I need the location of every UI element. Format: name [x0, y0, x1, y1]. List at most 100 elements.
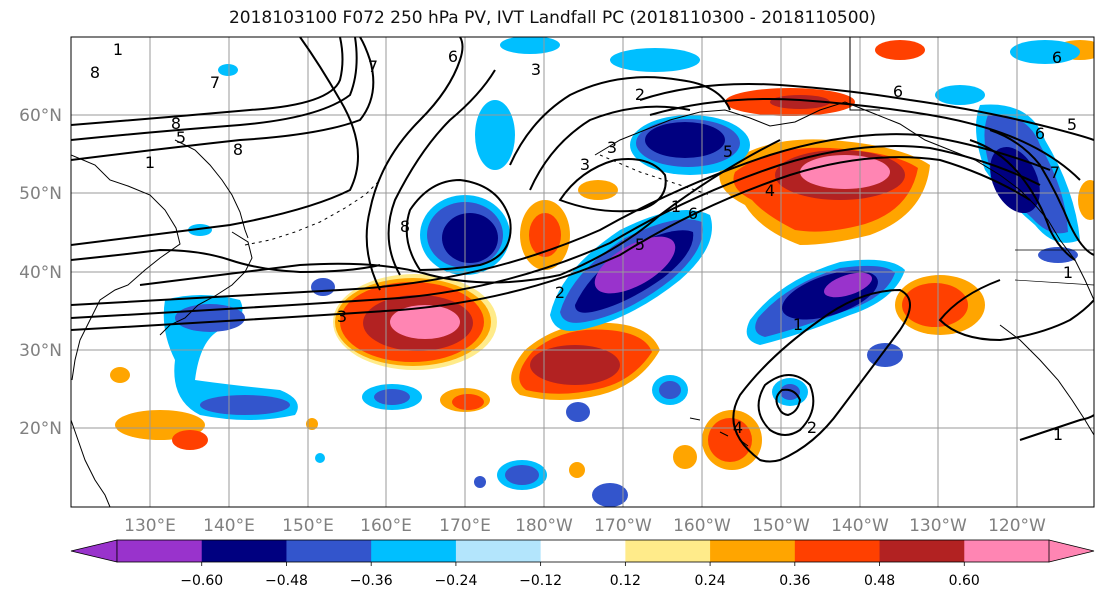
longitude-tick-label: 150°W	[752, 516, 810, 536]
longitude-tick-label: 130°W	[909, 516, 967, 536]
aleutian-islands	[599, 154, 711, 196]
colorbar-ticks: −0.60 −0.48 −0.36 −0.24 −0.12 0.12 0.24 0.36 0.4…	[180, 562, 980, 589]
contour-line	[71, 37, 358, 141]
longitude-tick-label: 140°E	[203, 516, 255, 536]
alaska-border	[849, 37, 880, 111]
asia-coastline	[71, 154, 181, 381]
anomaly-negative-west-coast	[935, 40, 1080, 243]
contour-value-label: 1	[113, 40, 123, 59]
anomaly-positive-minor	[110, 180, 1094, 478]
colorbar-segment	[286, 540, 372, 562]
anomaly-negative-japan	[163, 295, 422, 420]
longitude-tick-label: 140°W	[831, 516, 889, 536]
state-borders	[1014, 249, 1094, 286]
contour-value-label: 3	[580, 155, 590, 174]
contour-line	[387, 69, 496, 276]
latitude-tick-label: 40°N	[19, 263, 62, 283]
colorbar-tick-label: 0.36	[779, 573, 810, 589]
contour-closed-low	[732, 288, 911, 463]
contour-value-label: 8	[400, 217, 410, 236]
colorbar: −0.60 −0.48 −0.36 −0.24 −0.12 0.12 0.24 0.36 0.4…	[70, 539, 1095, 589]
colorbar-tick-label: 0.24	[695, 573, 726, 589]
contour-value-label: 1	[1053, 425, 1063, 444]
contour-line	[71, 133, 1051, 306]
contour-value-label: 7	[210, 73, 220, 92]
colorbar-tick-label: 0.12	[610, 573, 641, 589]
contour-line	[639, 83, 1094, 141]
pv-contours	[71, 37, 1094, 463]
contour-line	[1019, 414, 1094, 441]
contour-value-label: 5	[723, 142, 733, 161]
contour-value-label: 5	[1067, 115, 1077, 134]
contour-closed-low	[757, 374, 815, 436]
colorbar-segment	[964, 540, 1050, 562]
alaska-canada-coastline	[594, 101, 1094, 301]
contour-value-label: 6	[688, 204, 698, 223]
map-title: 2018103100 F072 250 hPa PV, IVT Landfall…	[228, 8, 876, 28]
colorbar-segment	[540, 540, 626, 562]
anomaly-positive-west-pacific	[333, 274, 497, 370]
longitude-labels: 130°E 140°E 150°E 160°E 170°E 180°W 170°W 160°W…	[124, 516, 1046, 536]
contour-line	[649, 98, 1081, 181]
contour-line	[71, 156, 1031, 331]
colorbar-tick-label: −0.48	[265, 573, 308, 589]
contour-value-label: 1	[793, 315, 803, 334]
contour-line	[71, 37, 359, 246]
colorbar-segment	[371, 540, 457, 562]
contour-value-label: 3	[607, 138, 617, 157]
colorbar-segment	[879, 540, 965, 562]
japan-coastline	[159, 231, 253, 336]
contour-value-label: 6	[893, 82, 903, 101]
colorbar-segment	[625, 540, 711, 562]
contour-line	[989, 129, 1094, 256]
contour-value-label: 8	[90, 63, 100, 82]
longitude-tick-label: 180°W	[515, 516, 573, 536]
colorbar-segments	[70, 539, 1095, 563]
contour-value-label: 4	[733, 418, 743, 437]
contour-value-label: 7	[1050, 163, 1060, 182]
longitude-tick-label: 160°W	[673, 516, 731, 536]
contour-closed-low	[775, 388, 802, 417]
contour-value-label: 1	[1063, 263, 1073, 282]
contour-value-label: 7	[368, 57, 378, 76]
longitude-tick-label: 120°W	[988, 516, 1046, 536]
contour-line	[938, 279, 1094, 342]
longitude-tick-label: 150°E	[282, 516, 334, 536]
longitude-tick-label: 170°E	[439, 516, 491, 536]
contour-closed	[405, 178, 512, 272]
contour-line	[71, 248, 381, 274]
latitude-tick-label: 50°N	[19, 184, 62, 204]
colorbar-frame	[116, 539, 1050, 563]
colorbar-segment	[455, 540, 542, 562]
anomaly-negative-bering	[475, 100, 750, 175]
anomaly-positive-gulf-alaska	[719, 139, 930, 245]
colorbar-segment	[710, 540, 796, 562]
contour-line	[71, 37, 344, 126]
contour-value-label: 3	[531, 60, 541, 79]
kuril-islands	[244, 179, 381, 246]
colorbar-segment	[794, 540, 881, 562]
contour-value-label: 6	[1035, 124, 1045, 143]
colorbar-extend-high	[1048, 539, 1095, 563]
contour-value-label: 6	[448, 47, 458, 66]
contour-value-label: 5	[176, 128, 186, 147]
colorbar-tick-label: −0.12	[519, 573, 562, 589]
anomaly-negative-minor	[188, 37, 1078, 507]
contour-value-label: 4	[765, 181, 775, 200]
contour-value-label: 2	[807, 418, 817, 437]
sakhalin-coastline	[174, 139, 249, 239]
contour-value-label: 2	[635, 85, 645, 104]
contour-line	[365, 37, 464, 291]
colorbar-segment	[117, 540, 203, 562]
contour-line	[969, 139, 1076, 261]
latitude-tick-label: 60°N	[19, 106, 62, 126]
contour-value-label: 8	[171, 114, 181, 133]
contour-value-label: 3	[337, 307, 347, 326]
coastlines	[71, 37, 1094, 507]
latitude-tick-label: 30°N	[19, 341, 62, 361]
longitude-tick-label: 130°E	[124, 516, 176, 536]
latitude-labels: 60°N 50°N 40°N 30°N 20°N	[19, 106, 62, 439]
contour-value-label: 1	[671, 197, 681, 216]
